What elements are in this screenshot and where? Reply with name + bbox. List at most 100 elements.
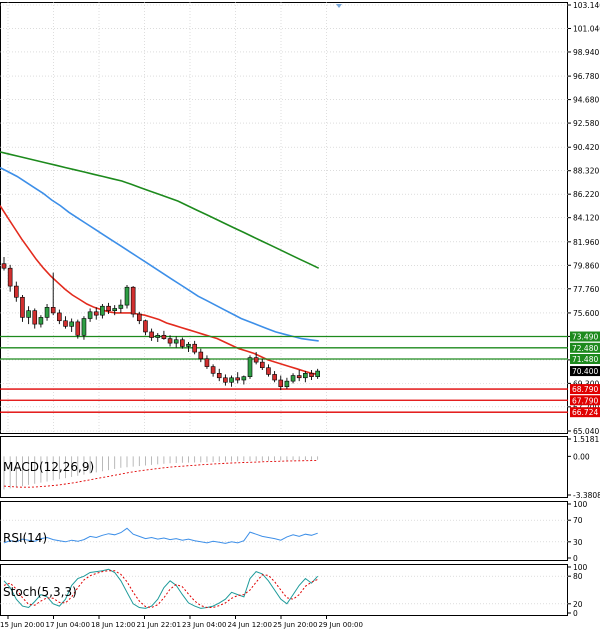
- rsi-label: RSI(14): [3, 531, 47, 545]
- time-tick-label: 17 Jun 04:00: [46, 621, 90, 629]
- price-tick-label: 65.040: [573, 427, 599, 436]
- macd-signal: [3, 460, 318, 488]
- candle-body: [7, 267, 13, 287]
- level-price-tags: 73.490 72.480 71.480 68.790 67.790 66.724 70.4…: [570, 331, 600, 418]
- candle-body: [38, 317, 44, 325]
- time-tick-label: 21 Jun 22:01: [137, 621, 181, 629]
- price-tick-label: 98.940: [573, 48, 599, 57]
- candle-body: [124, 286, 130, 306]
- candle-body: [112, 308, 117, 311]
- macd-signal-line: [3, 460, 318, 488]
- price-tick-label: 69.300: [573, 379, 599, 388]
- candle-body: [204, 358, 210, 367]
- rsi-tick-label: 70: [573, 516, 583, 525]
- candle-body: [272, 374, 277, 381]
- macd-label: MACD(12,26,9): [3, 460, 94, 474]
- stochastic-grid: [0, 575, 568, 605]
- candle-body: [223, 377, 228, 383]
- panel-frames: [0, 2, 568, 616]
- candle-body: [93, 311, 99, 316]
- candle-body: [14, 285, 19, 298]
- price-tick-label: 75.600: [573, 309, 599, 318]
- panel-frame: [0, 501, 568, 561]
- panel-frame: [0, 436, 568, 498]
- price-tick-label: 96.780: [573, 72, 599, 81]
- candle-body: [290, 375, 296, 382]
- candle-body: [173, 339, 179, 344]
- stochastic-tick-label: 0: [573, 609, 578, 618]
- candle-body: [63, 320, 68, 327]
- time-tick-label: 18 Jun 12:00: [91, 621, 135, 629]
- resistance-tag: [570, 331, 600, 342]
- price-tick-label: 77.760: [573, 285, 599, 294]
- candle-body: [315, 370, 320, 377]
- candle-body: [20, 296, 25, 318]
- price-tick-label: 101.040: [573, 24, 600, 33]
- rsi-tick-label: 100: [573, 500, 588, 509]
- time-tick-label: 25 Jun 20:00: [273, 621, 317, 629]
- support-tag-label: 67.790: [572, 396, 598, 405]
- macd-tick-label: 1.5181: [573, 435, 599, 444]
- candle-body: [216, 373, 222, 379]
- candle-body: [241, 376, 247, 381]
- stochastic-tick-label: 20: [573, 600, 583, 609]
- time-tick-label: 23 Jun 04:00: [182, 621, 226, 629]
- candle-body: [253, 357, 259, 363]
- candle-body: [167, 338, 173, 344]
- price-tick-label: 84.120: [573, 214, 599, 223]
- candle-body: [155, 334, 161, 338]
- candle-body: [210, 366, 216, 374]
- candle-body: [50, 307, 56, 314]
- candle-body: [69, 321, 74, 327]
- candle-body: [259, 361, 265, 369]
- mid-moving-average: [0, 166, 319, 342]
- support-tag: [570, 395, 600, 406]
- candle-body: [32, 310, 38, 325]
- time-tick-label: 29 Jun 00:00: [319, 621, 363, 629]
- candle-body: [81, 318, 87, 336]
- stochastic-tick-label: 100: [573, 563, 588, 572]
- fast-moving-average: [0, 205, 319, 376]
- candle-body: [44, 307, 50, 318]
- panel-frame: [0, 564, 568, 616]
- time-axis-ticks: 15 Jun 20:00 17 Jun 04:00 18 Jun 12:00 21 J…: [0, 616, 363, 629]
- price-tick-label: 103.140: [573, 1, 600, 10]
- candle-body: [192, 343, 197, 353]
- stochastic-main-line: [3, 568, 319, 609]
- price-tick-label: 88.320: [573, 167, 599, 176]
- rsi-line: [3, 527, 318, 544]
- time-tick-label: 15 Jun 20:00: [0, 621, 44, 629]
- candlesticks: [1, 257, 320, 391]
- candle-body: [149, 331, 154, 338]
- support-tag-label: 68.790: [572, 385, 598, 394]
- stochastic-signal-line: [3, 570, 318, 609]
- resistance-tag: [570, 342, 600, 353]
- candle-body: [186, 343, 191, 347]
- resistance-tag: [570, 353, 600, 364]
- time-tick-label: 24 Jun 12:00: [228, 621, 272, 629]
- support-tag-label: 66.724: [572, 408, 598, 417]
- candle-body: [1, 263, 7, 269]
- resistance-tag-label: 72.480: [572, 344, 598, 353]
- rsi-series: [3, 527, 318, 544]
- candle-body: [266, 367, 271, 375]
- macd-histogram: [3, 456, 319, 490]
- current-price-tag: [570, 366, 600, 377]
- stochastic-tick-label: 80: [573, 572, 583, 581]
- candle-body: [180, 339, 185, 347]
- slow-moving-average: [0, 151, 320, 269]
- candle-body: [143, 320, 148, 333]
- moving-average-lines: [0, 151, 320, 376]
- macd-axis-ticks: 1.5181 0.00 -3.3808: [568, 435, 600, 500]
- candle-body: [57, 312, 62, 322]
- price-grid: [0, 2, 568, 434]
- candle-body: [106, 305, 111, 311]
- candle-body: [118, 304, 124, 309]
- candle-body: [87, 311, 93, 319]
- candle-body: [235, 377, 240, 381]
- panel-frame: [0, 2, 568, 434]
- stochastic-lines: [3, 568, 319, 609]
- candle-body: [303, 373, 308, 379]
- stochastic-label: Stoch(5,3,3): [3, 585, 77, 599]
